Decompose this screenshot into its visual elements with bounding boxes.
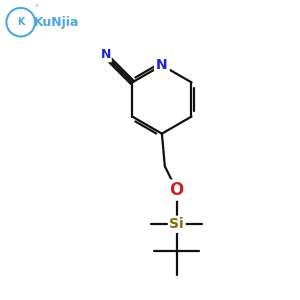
Text: °: ° [35,5,38,11]
Text: K: K [17,17,25,27]
Text: N: N [156,58,168,72]
Text: KuNjia: KuNjia [34,16,79,29]
Text: O: O [169,181,184,199]
Text: N: N [100,48,111,61]
Text: Si: Si [169,217,184,231]
